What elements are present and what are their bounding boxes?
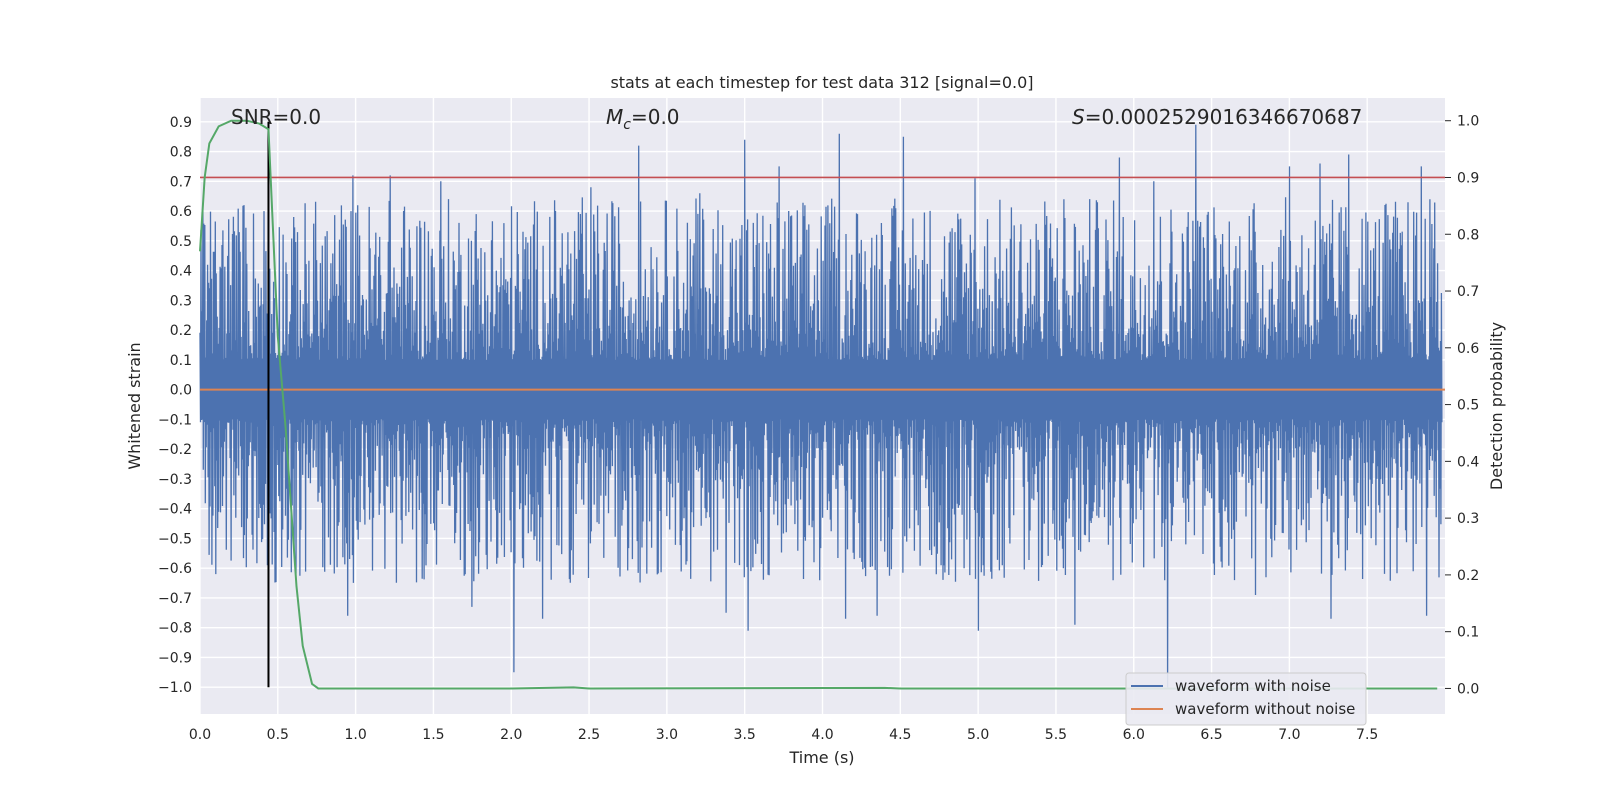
y-tick-label: 0.2 [170, 323, 192, 339]
legend-label-clean: waveform without noise [1175, 700, 1355, 718]
chirp-mass-symbol: M [606, 105, 623, 129]
y-tick-label: −0.7 [158, 591, 192, 607]
significance-value: =0.000252901634667068​7 [1085, 105, 1363, 129]
x-tick-label: 7.0 [1278, 727, 1300, 743]
y2-axis-ticks: 1.0 0.9 0.8 0.7 0.6 0.5 0.4 0.3 0.2 0.1 0.0 [1445, 114, 1479, 697]
x-axis-ticks: 0.0 0.5 1.0 1.5 2.0 2.5 3.0 3.5 4.0 4.5 5.0 5.5 6.0 6… [189, 727, 1378, 743]
y-tick-label: −0.1 [158, 412, 192, 428]
y-tick-label: 0.7 [170, 174, 192, 190]
y2-tick-label: 0.9 [1457, 170, 1479, 186]
y2-tick-label: 0.5 [1457, 398, 1479, 414]
chirp-mass-annotation: Mc=0.0 [606, 105, 680, 133]
y2-axis-label: Detection probability [1487, 322, 1506, 490]
significance-symbol: S [1072, 105, 1085, 129]
waveform-noise-line [199, 124, 1443, 688]
reference-lines [200, 121, 1445, 688]
x-tick-label: 1.0 [344, 727, 366, 743]
y-axis-ticks: 0.9 0.8 0.7 0.6 0.5 0.4 0.3 0.2 0.1 0.0 −0.1 −0.2 −0… [158, 115, 192, 696]
y2-tick-label: 1.0 [1457, 114, 1479, 130]
y-tick-label: 0.1 [170, 353, 192, 369]
y-tick-label: −0.3 [158, 472, 192, 488]
y-tick-label: −0.8 [158, 621, 192, 637]
snr-annotation: SNR=0.0 [231, 105, 321, 129]
x-tick-label: 0.5 [267, 727, 289, 743]
y2-tick-label: 0.3 [1457, 511, 1479, 527]
y-tick-label: 0.5 [170, 234, 192, 250]
y-tick-label: 0.4 [170, 264, 192, 280]
significance-annotation: S=0.000252901634667068​7 [1072, 105, 1362, 129]
x-tick-label: 5.5 [1045, 727, 1067, 743]
x-tick-label: 7.5 [1356, 727, 1378, 743]
y-tick-label: −0.9 [158, 650, 192, 666]
x-tick-label: 4.5 [889, 727, 911, 743]
legend: waveform with noise waveform without noi… [1125, 672, 1367, 726]
detection-probability-line [199, 119, 1438, 690]
y2-tick-label: 0.4 [1457, 454, 1479, 470]
x-tick-label: 2.5 [578, 727, 600, 743]
y-tick-label: 0.9 [170, 115, 192, 131]
y2-tick-label: 0.7 [1457, 284, 1479, 300]
y-tick-label: 0.3 [170, 293, 192, 309]
chart-title: stats at each timestep for test data 312… [610, 73, 1033, 92]
series-detection-probability [199, 119, 1438, 690]
x-tick-label: 5.0 [967, 727, 989, 743]
y-tick-label: 0.6 [170, 204, 192, 220]
y2-tick-label: 0.6 [1457, 341, 1479, 357]
y-axis-label: Whitened strain [125, 342, 144, 469]
y2-tick-label: 0.8 [1457, 227, 1479, 243]
x-tick-label: 3.5 [734, 727, 756, 743]
x-tick-label: 3.0 [656, 727, 678, 743]
y2-tick-label: 0.0 [1457, 681, 1479, 697]
y-tick-label: −0.4 [158, 502, 192, 518]
x-tick-label: 4.0 [811, 727, 833, 743]
y-tick-label: −1.0 [158, 680, 192, 696]
x-tick-label: 6.5 [1200, 727, 1222, 743]
chirp-mass-value: =0.0 [631, 105, 680, 129]
y-tick-label: 0.8 [170, 145, 192, 161]
y2-tick-label: 0.2 [1457, 568, 1479, 584]
y2-tick-label: 0.1 [1457, 625, 1479, 641]
y-tick-label: −0.5 [158, 531, 192, 547]
series-waveform-with-noise [199, 124, 1443, 688]
x-tick-label: 1.5 [422, 727, 444, 743]
x-tick-label: 6.0 [1123, 727, 1145, 743]
chirp-mass-subscript: c [623, 117, 631, 133]
legend-box [1125, 672, 1367, 726]
x-tick-label: 2.0 [500, 727, 522, 743]
x-axis-label: Time (s) [788, 748, 854, 767]
legend-label-noise: waveform with noise [1175, 677, 1331, 695]
y-tick-label: 0.0 [170, 383, 192, 399]
y-tick-label: −0.2 [158, 442, 192, 458]
y-tick-label: −0.6 [158, 561, 192, 577]
x-tick-label: 0.0 [189, 727, 211, 743]
